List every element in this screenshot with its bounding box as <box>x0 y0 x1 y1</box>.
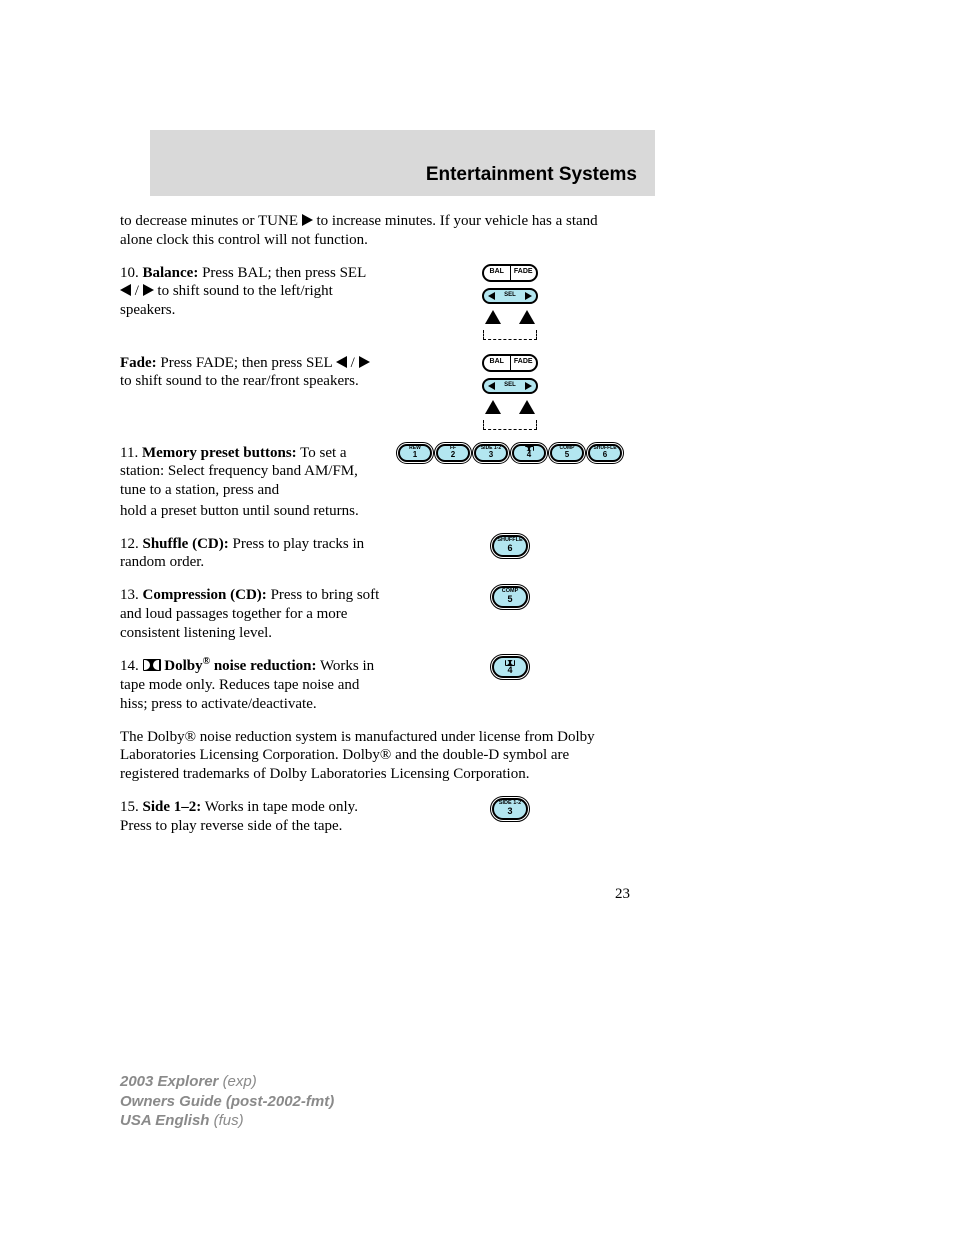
dolby-mini-icon <box>525 446 534 451</box>
preset-num: 4 <box>527 451 531 459</box>
fade-figure: BAL FADE SEL <box>390 354 630 430</box>
preset-num: 1 <box>413 451 417 459</box>
item-10-label: Balance: <box>143 265 199 281</box>
sel-left-icon <box>336 356 347 368</box>
tune-right-icon <box>302 214 313 226</box>
preset-num: 3 <box>489 451 493 459</box>
sel-left-icon <box>120 284 131 296</box>
item-12-shuffle: 12. Shuffle (CD): Press to play tracks i… <box>120 535 630 573</box>
page-number: 23 <box>120 885 630 904</box>
shuffle-figure: SHUFFLE 6 <box>390 535 630 557</box>
bal-label: BAL <box>484 356 510 370</box>
item-13-label: Compression (CD): <box>143 587 267 603</box>
preset-num: 2 <box>451 451 455 459</box>
dolby-button: 4 <box>492 656 528 678</box>
sel-left-arrow-icon <box>488 292 495 300</box>
footer-code1: (exp) <box>223 1073 257 1090</box>
preset-num: 6 <box>603 451 607 459</box>
comp-button: COMP 5 <box>492 586 528 608</box>
item-12-label: Shuffle (CD): <box>143 536 229 552</box>
sel-button: SEL <box>482 378 538 394</box>
item-14-label2: noise reduction: <box>210 658 316 674</box>
section-title: Entertainment Systems <box>426 164 637 186</box>
up-arrow-icon <box>519 310 535 324</box>
dolby-figure: 4 <box>390 656 630 678</box>
dolby-num: 4 <box>507 666 512 675</box>
footer-model: 2003 Explorer <box>120 1073 223 1090</box>
sel-right-arrow-icon <box>525 382 532 390</box>
item-11-label: Memory preset buttons: <box>142 445 297 461</box>
item-15-label: Side 1–2: <box>143 799 202 815</box>
item-14-num: 14. <box>120 658 143 674</box>
fade-text2: to shift sound to the rear/front speaker… <box>120 373 359 389</box>
item-14-dolby: 14. Dolby® noise reduction: Works in tap… <box>120 656 630 713</box>
comp-num: 5 <box>507 595 512 604</box>
preset-button-2: FF2 <box>436 444 470 462</box>
dashed-connector <box>483 330 537 340</box>
preset-button-6: SHUFFLE6 <box>588 444 622 462</box>
item-fade: Fade: Press FADE; then press SEL / to sh… <box>120 354 630 430</box>
presets-figure: REW1FF2SIDE 1-23 4 COMP5SHUFFLE6 <box>390 444 630 462</box>
shuffle-num: 6 <box>507 544 512 553</box>
section-header: Entertainment Systems <box>150 130 655 196</box>
footer-lang: USA English <box>120 1112 214 1129</box>
sel-right-icon <box>143 284 154 296</box>
item-11-presets: 11. Memory preset buttons: To set a stat… <box>120 444 630 500</box>
footer-code2: (fus) <box>214 1112 244 1129</box>
item-12-num: 12. <box>120 536 143 552</box>
side-button: SIDE 1-2 3 <box>492 798 528 820</box>
sel-label: SEL <box>504 292 516 300</box>
item-15-side: 15. Side 1–2: Works in tape mode only. P… <box>120 798 630 836</box>
intro-paragraph: to decrease minutes or TUNE to increase … <box>120 212 630 250</box>
reg-mark: ® <box>203 656 210 667</box>
side-figure: SIDE 1-2 3 <box>390 798 630 820</box>
side-num: 3 <box>507 807 512 816</box>
fade-item-label: Fade: <box>120 355 157 371</box>
item-11-text-b: hold a preset button until sound returns… <box>120 502 630 521</box>
footer-guide: Owners Guide (post-2002-fmt) <box>120 1093 334 1110</box>
footer: 2003 Explorer (exp) Owners Guide (post-2… <box>120 1072 334 1131</box>
preset-button-5: COMP5 <box>550 444 584 462</box>
comp-figure: COMP 5 <box>390 586 630 608</box>
dolby-mini-icon <box>505 660 515 666</box>
intro-pre: to decrease minutes or TUNE <box>120 213 302 229</box>
item-13-compression: 13. Compression (CD): Press to bring sof… <box>120 586 630 642</box>
balance-figure: BAL FADE SEL <box>390 264 630 340</box>
item-10-num: 10. <box>120 265 143 281</box>
preset-num: 5 <box>565 451 569 459</box>
dashed-connector <box>483 420 537 430</box>
trademark-paragraph: The Dolby® noise reduction system is man… <box>120 728 630 784</box>
up-arrow-icon <box>485 400 501 414</box>
preset-button-1: REW1 <box>398 444 432 462</box>
bal-fade-button: BAL FADE <box>482 354 538 372</box>
dolby-icon <box>143 659 161 671</box>
shuffle-button: SHUFFLE 6 <box>492 535 528 557</box>
bal-fade-button: BAL FADE <box>482 264 538 282</box>
preset-button-4: 4 <box>512 444 546 462</box>
sel-right-icon <box>359 356 370 368</box>
item-13-num: 13. <box>120 587 143 603</box>
bal-label: BAL <box>484 266 510 280</box>
sel-left-arrow-icon <box>488 382 495 390</box>
fade-text: Press FADE; then press SEL <box>157 355 336 371</box>
preset-button-3: SIDE 1-23 <box>474 444 508 462</box>
up-arrow-icon <box>519 400 535 414</box>
item-14-label: Dolby <box>161 658 203 674</box>
fade-label: FADE <box>511 266 537 280</box>
sel-right-arrow-icon <box>525 292 532 300</box>
sel-button: SEL <box>482 288 538 304</box>
sel-label: SEL <box>504 382 516 390</box>
up-arrow-icon <box>485 310 501 324</box>
item-10-balance: 10. Balance: Press BAL; then press SEL /… <box>120 264 630 340</box>
item-15-num: 15. <box>120 799 143 815</box>
item-11-num: 11. <box>120 445 142 461</box>
item-10-text: Press BAL; then press SEL <box>198 265 365 281</box>
fade-label: FADE <box>511 356 537 370</box>
